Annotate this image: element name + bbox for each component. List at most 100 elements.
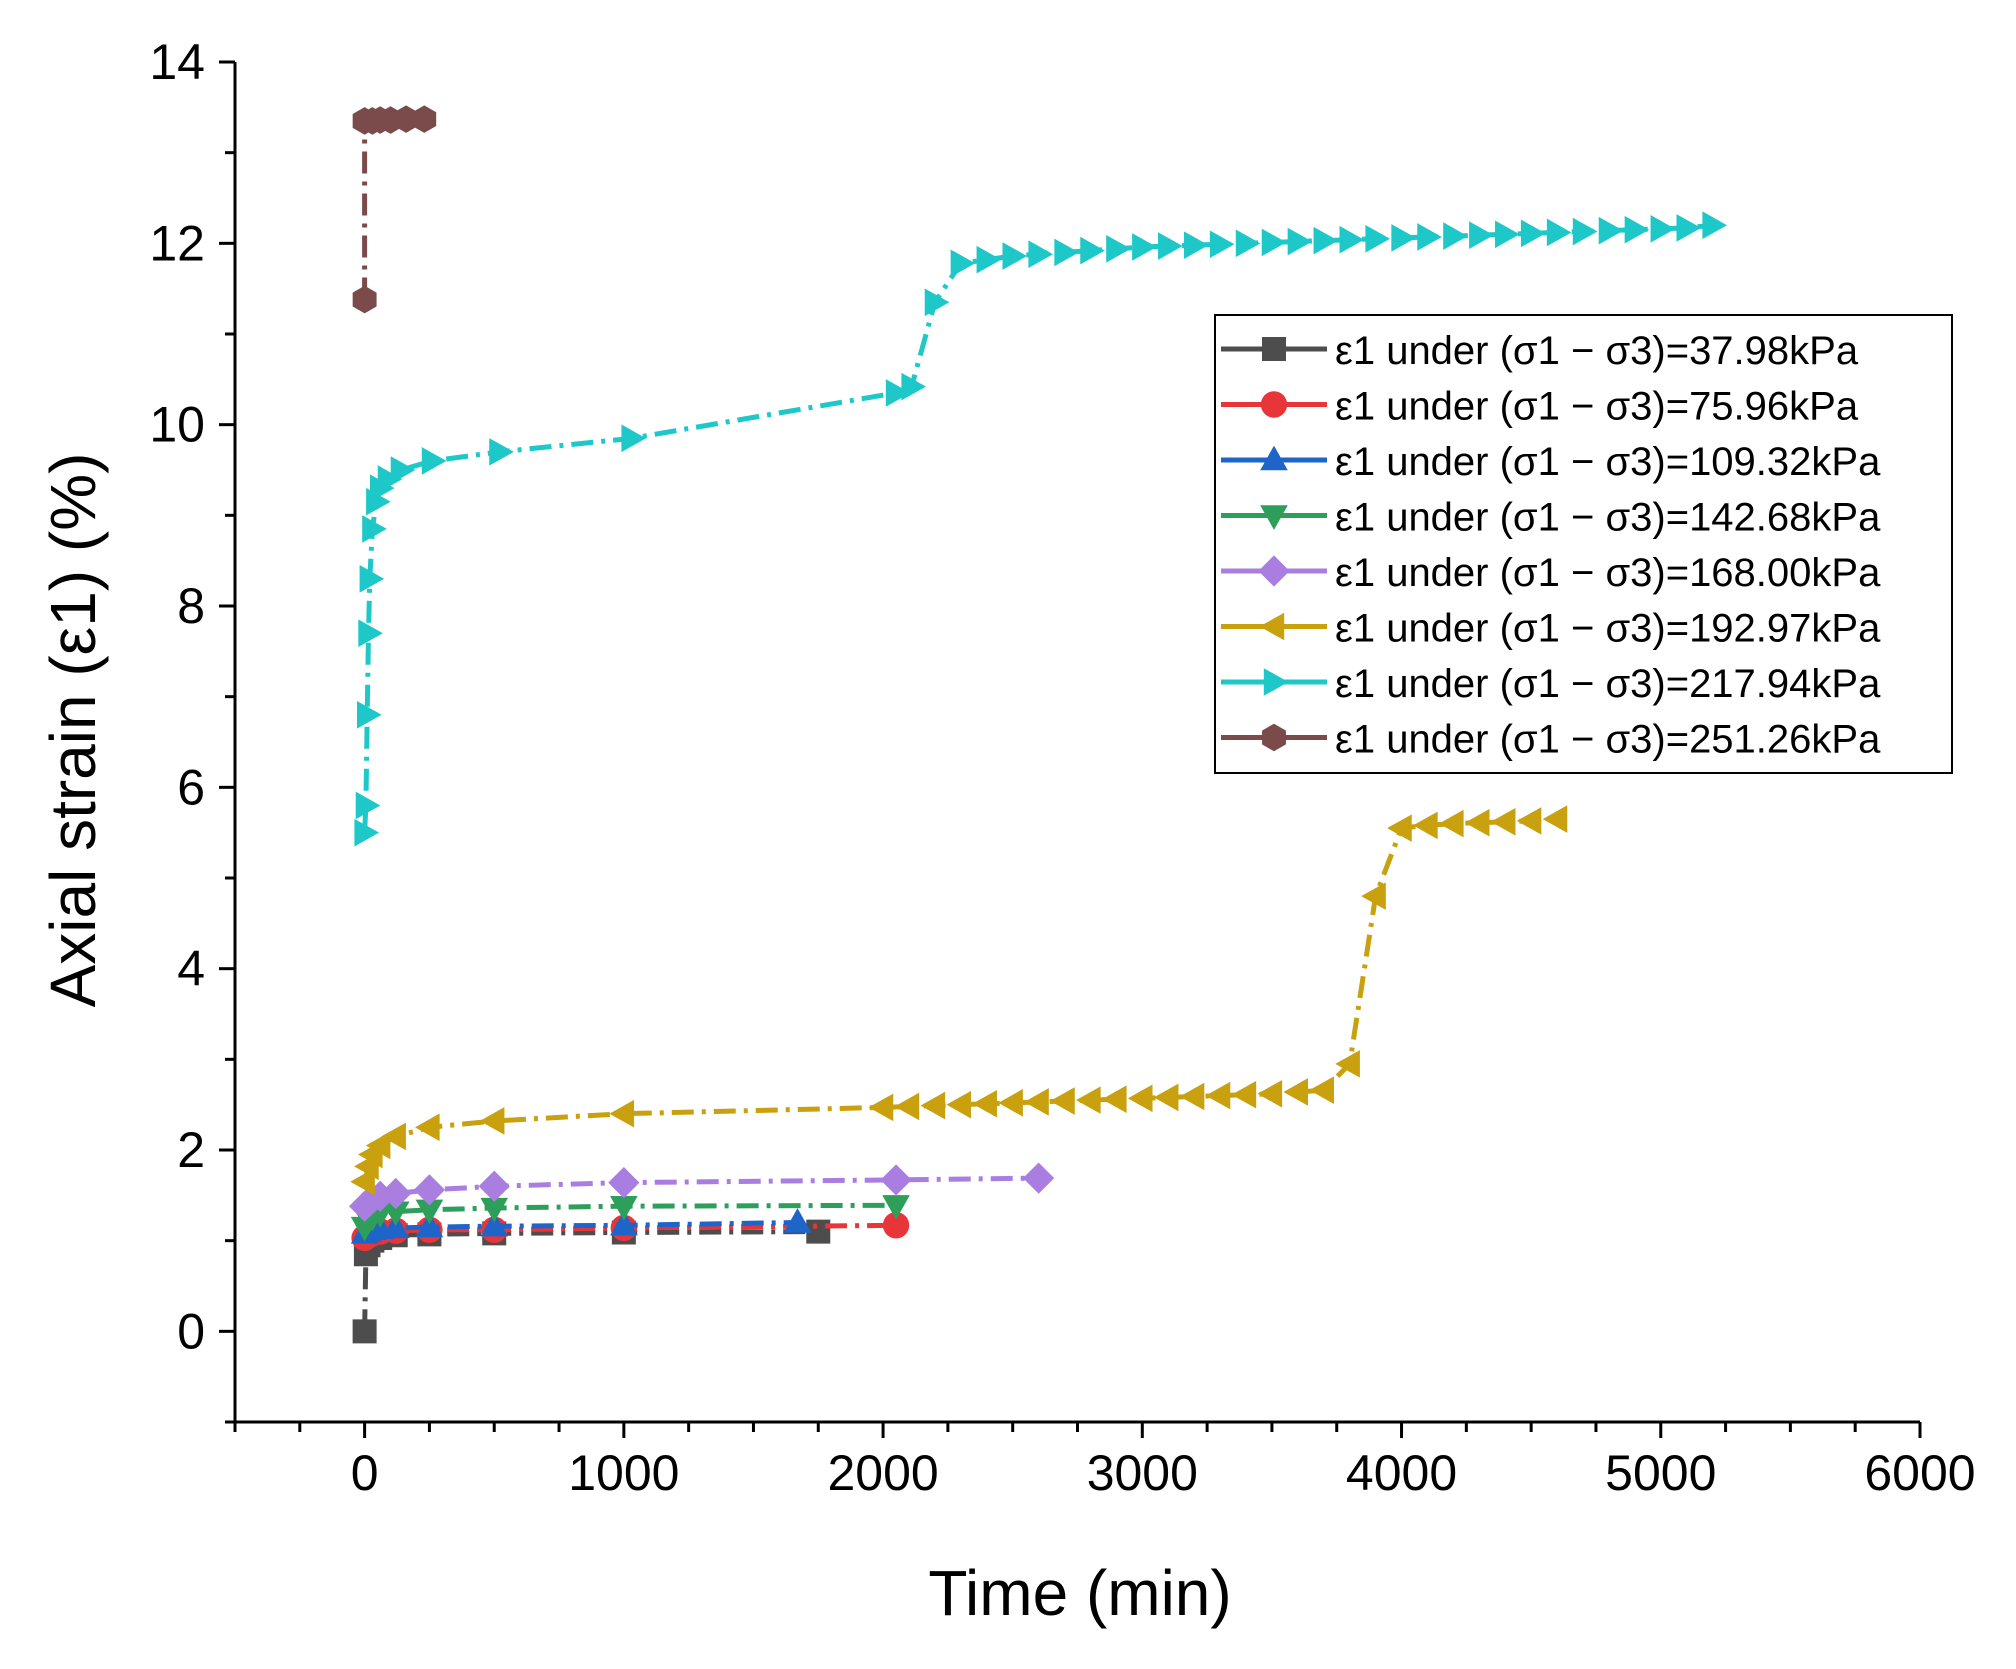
legend-label: ε1 under (σ1 − σ3)=75.96kPa: [1335, 385, 1859, 429]
legend-entry-1: ε1 under (σ1 − σ3)=37.98kPa: [1221, 329, 1859, 373]
data-point: [868, 1093, 894, 1122]
data-point: [1179, 1082, 1205, 1111]
data-point: [413, 1174, 446, 1206]
data-point: [1153, 1083, 1179, 1112]
data-point: [480, 1211, 509, 1237]
legend-label: ε1 under (σ1 − σ3)=168.00kPa: [1335, 551, 1881, 595]
y-tick-label: 14: [149, 34, 205, 90]
data-point: [1158, 232, 1183, 260]
data-point: [1413, 811, 1438, 840]
legend-label: ε1 under (σ1 − σ3)=37.98kPa: [1335, 329, 1859, 373]
legend-marker: [1258, 555, 1290, 587]
data-point: [364, 1180, 396, 1212]
data-point: [1209, 230, 1235, 259]
legend-marker: [1260, 445, 1288, 471]
data-point: [358, 619, 383, 647]
data-point: [415, 1212, 444, 1238]
legend-entry-3: ε1 under (σ1 − σ3)=109.32kPa: [1221, 440, 1881, 484]
data-point: [354, 818, 380, 847]
data-point: [882, 1195, 910, 1220]
data-point: [1205, 1081, 1231, 1110]
data-point: [1080, 236, 1105, 265]
data-point: [1650, 215, 1676, 243]
data-point: [946, 1090, 972, 1119]
data-point: [806, 1219, 831, 1244]
data-point: [489, 438, 514, 466]
data-point: [365, 1131, 391, 1160]
legend-marker: [1260, 505, 1288, 530]
x-tick-label: 2000: [827, 1445, 938, 1501]
series-line: [362, 816, 1558, 1183]
legend-label: ε1 under (σ1 − σ3)=192.97kPa: [1335, 607, 1881, 651]
data-point: [1023, 1162, 1055, 1194]
data-point: [1257, 1079, 1283, 1108]
series-line: [362, 1175, 1039, 1209]
data-point: [1702, 211, 1728, 239]
data-point: [390, 456, 416, 484]
data-point: [1546, 218, 1572, 247]
data-point: [1490, 807, 1516, 836]
data-point: [357, 701, 382, 729]
data-point: [381, 1122, 406, 1151]
data-point: [1313, 226, 1339, 255]
data-point: [610, 1196, 638, 1221]
data-point: [1443, 222, 1468, 250]
legend-entry-8: ε1 under (σ1 − σ3)=251.26kPa: [1221, 718, 1881, 762]
x-tick-label: 3000: [1087, 1445, 1198, 1501]
data-point: [1183, 231, 1209, 259]
data-point: [783, 1208, 812, 1233]
data-point: [1361, 882, 1386, 910]
legend-marker: [1262, 337, 1286, 361]
data-point: [1335, 1050, 1360, 1078]
data-point: [1132, 233, 1157, 261]
y-tick-label: 6: [177, 759, 205, 815]
plot-area: [349, 105, 1728, 1344]
y-tick-label: 8: [177, 578, 205, 634]
data-point: [412, 105, 437, 133]
legend-entry-7: ε1 under (σ1 − σ3)=217.94kPa: [1221, 662, 1881, 706]
data-point: [1024, 1088, 1049, 1116]
data-point: [950, 249, 976, 278]
data-point: [1365, 225, 1391, 253]
data-point: [1002, 242, 1028, 270]
data-point: [998, 1089, 1023, 1117]
axes: 0 1000 2000 3000 4000 5000 6000 0 2 4 6 8 10 12 14: [149, 34, 1975, 1501]
data-point: [1469, 221, 1494, 249]
data-point: [350, 1167, 375, 1196]
data-point: [479, 1107, 505, 1135]
data-point: [1287, 227, 1313, 256]
y-tick-label: 12: [149, 215, 205, 271]
series-line: [362, 116, 425, 300]
data-point: [352, 1319, 377, 1344]
legend-entry-4: ε1 under (σ1 − σ3)=142.68kPa: [1221, 496, 1881, 540]
data-point: [352, 285, 377, 314]
data-point: [362, 515, 387, 543]
legend-label: ε1 under (σ1 − σ3)=142.68kPa: [1335, 496, 1881, 540]
data-point: [1495, 220, 1520, 249]
y-tick-label: 10: [149, 397, 205, 453]
data-point: [894, 1092, 920, 1121]
data-point: [1050, 1087, 1075, 1115]
data-point: [1391, 224, 1416, 252]
data-point: [421, 447, 447, 475]
data-point: [394, 105, 419, 133]
data-point: [924, 288, 950, 317]
data-point: [1464, 808, 1490, 837]
y-tick-label: 4: [177, 941, 205, 997]
y-tick-label: 2: [177, 1122, 205, 1178]
data-point: [1309, 1076, 1334, 1104]
y-axis-label: Axial strain (ε1) (%): [37, 453, 109, 1008]
data-point: [610, 1210, 638, 1236]
legend-box: [1214, 314, 1953, 774]
data-point: [1101, 1085, 1127, 1114]
data-point: [1261, 228, 1287, 257]
legend-label: ε1 under (σ1 − σ3)=217.94kPa: [1335, 662, 1881, 706]
series-8: [352, 105, 437, 314]
data-point: [381, 1201, 410, 1227]
x-tick-label: 0: [351, 1445, 379, 1501]
legend-entry-5: ε1 under (σ1 − σ3)=168.00kPa: [1221, 551, 1881, 595]
data-point: [415, 1199, 444, 1225]
series-line: [362, 1229, 819, 1332]
